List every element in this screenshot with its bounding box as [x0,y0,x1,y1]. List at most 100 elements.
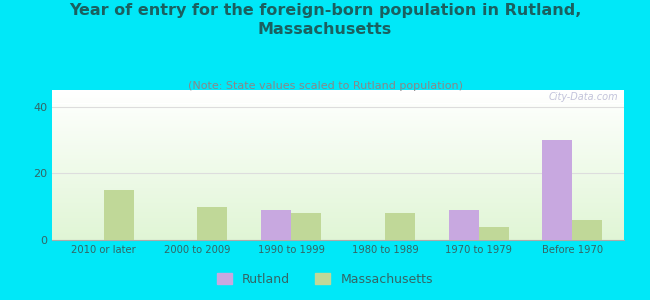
Bar [52,177,624,178]
Bar [52,163,624,164]
Bar [52,238,624,239]
Bar [52,91,624,92]
Bar [52,191,624,192]
Bar [385,213,415,240]
Bar [52,155,624,156]
Bar [52,161,624,162]
Bar [52,197,624,198]
Bar [52,131,624,132]
Bar [52,162,624,163]
Bar [52,92,624,93]
Bar [52,236,624,237]
Bar [52,146,624,147]
Bar [52,199,624,200]
Bar [52,180,624,181]
Bar [52,132,624,133]
Bar [52,108,624,109]
Bar [52,207,624,208]
Bar [52,172,624,173]
Bar [52,206,624,207]
Bar [52,230,624,231]
Bar [52,142,624,143]
Bar [52,183,624,184]
Bar [52,228,624,229]
Bar [52,144,624,145]
Bar [52,179,624,180]
Bar [52,135,624,136]
Bar [52,119,624,120]
Bar [52,217,624,218]
Bar [52,235,624,236]
Bar [52,170,624,171]
Bar [52,227,624,228]
Bar [52,109,624,110]
Bar [542,140,573,240]
Bar [52,149,624,150]
Bar [52,205,624,206]
Bar [52,239,624,240]
Bar [52,128,624,129]
Bar [52,226,624,227]
Bar [52,229,624,230]
Bar [52,90,624,91]
Bar [52,103,624,104]
Bar [52,138,624,139]
Bar [52,231,624,232]
Bar [52,100,624,101]
Bar [52,220,624,221]
Bar [52,224,624,225]
Bar [52,151,624,152]
Bar [52,136,624,137]
Bar [52,107,624,108]
Text: (Note: State values scaled to Rutland population): (Note: State values scaled to Rutland po… [187,81,463,91]
Bar [52,117,624,118]
Bar [52,181,624,182]
Bar [52,125,624,126]
Bar [52,169,624,170]
Bar [52,169,624,170]
Bar [52,212,624,213]
Bar [52,201,624,202]
Bar [52,105,624,106]
Bar [52,139,624,140]
Bar [52,159,624,160]
Bar [52,102,624,103]
Bar [52,126,624,127]
Bar [52,218,624,219]
Bar [52,198,624,199]
Bar [52,156,624,157]
Bar [448,210,478,240]
Bar [52,111,624,112]
Bar [573,220,603,240]
Bar [52,114,624,115]
Bar [52,110,624,111]
Bar [52,134,624,135]
Bar [52,98,624,99]
Bar [52,143,624,144]
Bar [52,221,624,222]
Bar [52,237,624,238]
Bar [52,123,624,124]
Bar [52,130,624,131]
Bar [52,188,624,189]
Bar [52,184,624,185]
Bar [52,233,624,234]
Bar [52,222,624,223]
Bar [52,121,624,122]
Bar [52,120,624,121]
Bar [52,112,624,113]
Bar [52,219,624,220]
Bar [52,213,624,214]
Bar [52,100,624,101]
Bar [52,202,624,203]
Bar [52,148,624,149]
Bar [52,182,624,183]
Bar [52,118,624,119]
Bar [52,164,624,165]
Bar [52,106,624,107]
Bar [52,203,624,204]
Bar [52,99,624,100]
Bar [52,234,624,235]
Bar [103,190,134,240]
Bar [52,96,624,97]
